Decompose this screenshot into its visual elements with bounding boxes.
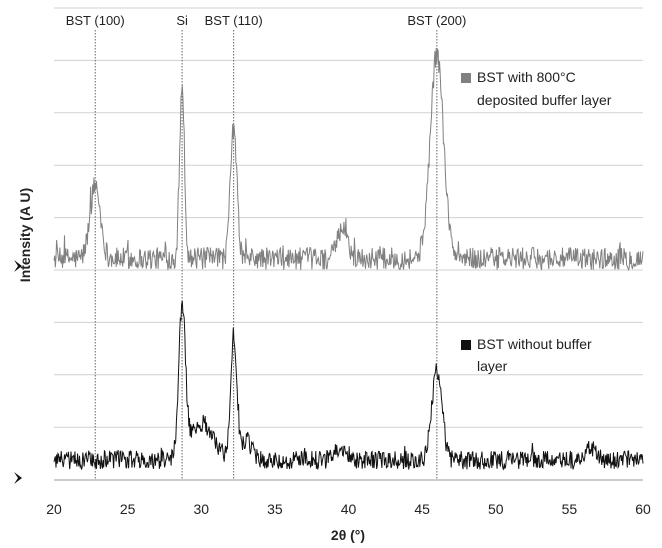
- legend-label-1-line2: layer: [477, 358, 508, 374]
- y-axis-title: Intensity (A U): [17, 188, 33, 282]
- baseline-markers: [14, 260, 22, 484]
- x-tick-25: 25: [120, 501, 136, 517]
- peak-label-0: BST (100): [66, 13, 125, 28]
- peak-label-1: Si: [176, 13, 188, 28]
- gridlines: [54, 7, 643, 428]
- x-tick-60: 60: [635, 501, 651, 517]
- legend-label-0-line2: deposited buffer layer: [477, 92, 612, 108]
- x-tick-40: 40: [341, 501, 357, 517]
- peak-labels: BST (100) Si BST (110) BST (200): [66, 13, 467, 28]
- bottom-series-baseline-marker: [14, 472, 22, 484]
- legend-swatch-0: [461, 73, 471, 83]
- legend: BST with 800°C deposited buffer layer BS…: [461, 69, 612, 374]
- x-tick-50: 50: [488, 501, 504, 517]
- top-series-baseline-marker: [14, 260, 22, 272]
- legend-label-0-line1: BST with 800°C: [477, 69, 576, 85]
- x-tick-labels: 20 25 30 35 40 45 50 55 60: [46, 501, 651, 517]
- series-line-1: [53, 300, 644, 471]
- x-tick-35: 35: [267, 501, 283, 517]
- x-tick-30: 30: [193, 501, 209, 517]
- series-line-0: [53, 48, 644, 272]
- data-series: [53, 48, 644, 471]
- peak-reference-lines: [94, 30, 438, 480]
- x-tick-45: 45: [414, 501, 430, 517]
- legend-label-1-line1: BST without buffer: [477, 336, 592, 352]
- legend-swatch-1: [461, 340, 471, 350]
- peak-label-2: BST (110): [205, 13, 263, 28]
- x-axis-title: 2θ (°): [331, 527, 365, 543]
- x-tick-20: 20: [46, 501, 62, 517]
- peak-label-3: BST (200): [407, 13, 466, 28]
- x-tick-55: 55: [562, 501, 578, 517]
